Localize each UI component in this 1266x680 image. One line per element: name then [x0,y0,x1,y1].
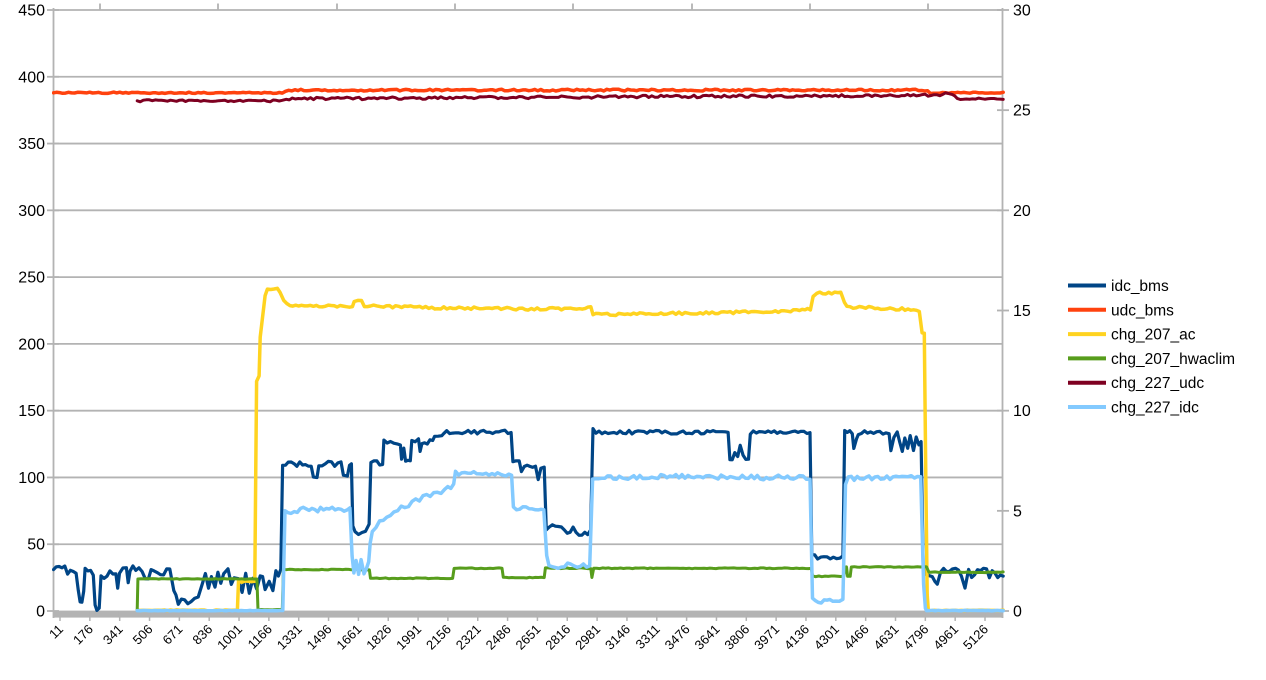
legend-label: chg_207_ac [1111,327,1196,344]
y-right-tick-label: 5 [1013,503,1022,520]
x-tick-label: 4466 [841,622,872,653]
x-tick-label: 2156 [423,622,454,653]
legend-item-chg_207_hwaclim: chg_207_hwaclim [1068,351,1235,368]
x-tick-label: 1001 [214,622,245,653]
x-tick-label: 2816 [542,622,573,653]
y-left-tick-label: 300 [18,203,45,220]
x-tick-label: 4631 [871,622,902,653]
x-tick-label: 1331 [274,622,305,653]
legend-label: chg_227_udc [1111,375,1204,392]
series-chg_227_udc [135,91,1005,104]
x-tick-label: 2321 [453,622,484,653]
legend-label: chg_207_hwaclim [1111,351,1235,368]
x-tick-label: 4136 [781,622,812,653]
legend-item-chg_207_ac: chg_207_ac [1068,327,1196,344]
legend-label: idc_bms [1111,278,1169,295]
x-tick-label: 2651 [512,622,543,653]
x-tick-label: 4301 [811,622,842,653]
x-tick-label: 2981 [572,622,603,653]
x-tick-label: 836 [189,622,215,648]
x-tick-label: 3641 [692,622,723,653]
legend-item-udc_bms: udc_bms [1068,302,1174,319]
y-left-tick-label: 100 [18,470,45,487]
y-left-tick-label: 250 [18,270,45,287]
y-right-tick-label: 25 [1013,103,1031,120]
x-tick-label: 3806 [721,622,752,653]
x-tick-label: 1496 [304,622,335,653]
legend-label: chg_227_idc [1111,400,1199,417]
x-tick-label: 176 [70,622,96,648]
y-right-tick-label: 10 [1013,403,1031,420]
y-axis-right: 0 5 10 15 20 25 30 [997,3,1031,621]
x-tick-label: 1166 [245,622,275,652]
y-right-tick-label: 30 [1013,3,1031,20]
legend: idc_bms udc_bms chg_207_ac chg_207_hwaclimc… [1068,278,1235,417]
top-axis-ticks [99,3,929,10]
legend-item-idc_bms: idc_bms [1068,278,1169,295]
series-lines [52,87,1005,613]
x-tick-label: 4961 [930,622,961,653]
x-tick-label: 4796 [900,622,931,653]
legend-item-chg_227_udc: chg_227_udc [1068,375,1204,392]
x-tick-label: 11 [46,622,66,642]
legend-label: udc_bms [1111,302,1174,319]
y-left-tick-label: 450 [18,3,45,20]
x-tick-label: 1661 [333,622,364,653]
x-tick-label: 3146 [602,622,633,653]
y-right-tick-label: 15 [1013,303,1031,320]
x-tick-label: 3311 [633,622,663,652]
y-left-tick-label: 400 [18,69,45,86]
y-left-tick-label: 350 [18,136,45,153]
series-chg_207_ac [135,286,1005,613]
y-left-tick-label: 50 [27,537,45,554]
legend-item-chg_227_idc: chg_227_idc [1068,400,1199,417]
x-tick-label: 3971 [751,622,782,653]
gridlines [53,9,1003,546]
series-udc_bms [52,87,1005,96]
x-tick-label: 3476 [662,622,693,653]
x-tick-label: 1991 [393,622,424,653]
x-tick-label: 671 [160,622,186,648]
y-axis-left: 0 50 100 150 200 250 300 350 400 450 [18,3,59,621]
y-right-tick-label: 20 [1013,203,1031,220]
x-tick-label: 2486 [483,622,514,653]
y-left-tick-label: 150 [18,403,45,420]
y-left-tick-label: 200 [18,336,45,353]
x-tick-label: 506 [130,622,156,648]
series-chg_227_idc [135,469,1005,613]
series-idc_bms [52,427,1005,612]
x-tick-label: 5126 [960,622,991,653]
x-tick-label: 1826 [363,622,394,653]
y-right-tick-label: 0 [1013,604,1022,621]
x-axis-band [53,610,1003,618]
x-tick-label: 341 [100,622,126,648]
y-left-tick-label: 0 [36,604,45,621]
